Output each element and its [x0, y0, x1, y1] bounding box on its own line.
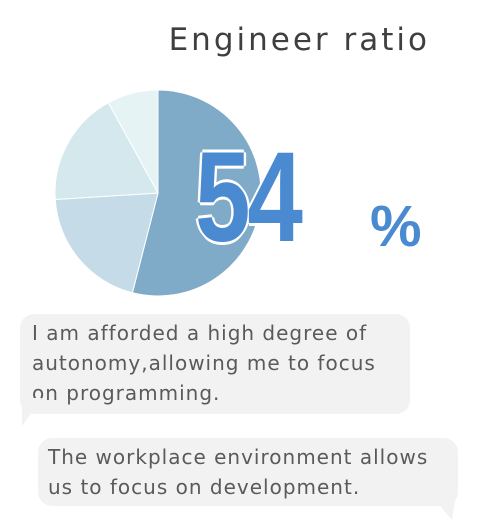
testimonial-text-2: The workplace environment allows us to f… — [48, 445, 429, 499]
stat-value: 54 — [194, 126, 303, 269]
bubble-tail-1 — [22, 398, 42, 426]
pie-slice-4 — [107, 89, 159, 194]
stat-unit: % — [370, 194, 422, 259]
pie-slice-3 — [54, 102, 159, 200]
bubble-tail-2 — [430, 494, 456, 520]
page-title: Engineer ratio — [168, 22, 430, 58]
pie-slice-1 — [131, 89, 262, 297]
testimonial-bubble-1: I am afforded a high degree of autonomy,… — [20, 314, 410, 414]
pie-slice-2 — [54, 192, 159, 294]
testimonial-text-1: I am afforded a high degree of autonomy,… — [32, 321, 376, 405]
testimonial-bubble-2: The workplace environment allows us to f… — [38, 438, 458, 506]
